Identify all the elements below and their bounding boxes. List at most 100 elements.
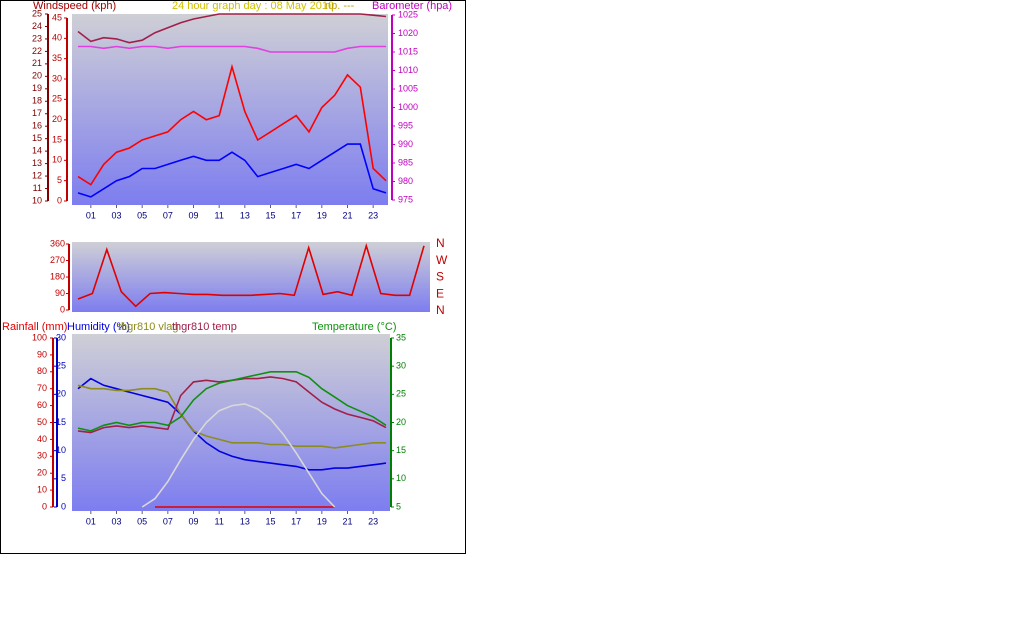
x-tick-label: 07: [163, 210, 173, 220]
y3-tick-label: 20: [56, 389, 66, 399]
y-tick-label: 80: [37, 366, 47, 376]
x-tick-label: 23: [368, 516, 378, 526]
y2-tick-label: 990: [398, 139, 413, 149]
x-tick-label: 21: [342, 516, 352, 526]
y2-tick-label: 5: [396, 501, 401, 511]
y2-tick-label: 985: [398, 157, 413, 167]
y-tick-label: 10: [52, 155, 62, 165]
x-tick-label: 17: [291, 516, 301, 526]
y2-tick-label: W: [436, 253, 448, 267]
y2-tick-label: 1000: [398, 102, 418, 112]
y2-tick-label: 975: [398, 194, 413, 204]
y3-tick-label: 25: [32, 8, 42, 18]
x-tick-label: 09: [188, 516, 198, 526]
y3-tick-label: 30: [56, 332, 66, 342]
series-line: [77, 242, 425, 308]
x-tick-label: 19: [317, 210, 327, 220]
y-tick-label: 40: [52, 33, 62, 43]
y-tick-label: 0: [60, 304, 65, 314]
x-tick-label: 01: [86, 210, 96, 220]
y-tick-label: 0: [42, 501, 47, 511]
y3-tick-label: 0: [61, 501, 66, 511]
series-line: [77, 384, 386, 449]
y-tick-label: 60: [37, 400, 47, 410]
y2-tick-label: 25: [396, 389, 406, 399]
y3-tick-label: 16: [32, 121, 42, 131]
y3-tick-label: 10: [56, 445, 66, 455]
legend-entry: Humidity (%): [67, 321, 130, 333]
x-tick-label: 05: [137, 210, 147, 220]
y-tick-label: 20: [37, 468, 47, 478]
legend-entry: Temperature (°C): [312, 321, 396, 333]
y3-tick-label: 13: [32, 158, 42, 168]
legend-entry: thgr810 temp: [172, 321, 237, 333]
axis-title: np. ---: [325, 0, 355, 12]
x-tick-label: 15: [265, 210, 275, 220]
series-line: [77, 371, 387, 432]
y3-tick-label: 15: [56, 417, 66, 427]
y2-tick-label: 980: [398, 176, 413, 186]
y-tick-label: 90: [55, 288, 65, 298]
y3-tick-label: 21: [32, 58, 42, 68]
y-tick-label: 15: [52, 134, 62, 144]
y-tick-label: 30: [37, 451, 47, 461]
axis-title: Windspeed (kph): [33, 0, 116, 12]
y-tick-label: 20: [52, 114, 62, 124]
x-tick-label: 21: [342, 210, 352, 220]
plot-area: [72, 14, 388, 205]
y-tick-label: 25: [52, 94, 62, 104]
y2-tick-label: 35: [396, 332, 406, 342]
y-tick-label: 35: [52, 53, 62, 63]
legend-entry: thgr810 vlag: [118, 321, 179, 333]
x-tick-label: 11: [214, 516, 223, 526]
x-tick-label: 03: [111, 516, 121, 526]
y3-tick-label: 17: [32, 108, 42, 118]
y-tick-label: 45: [52, 12, 62, 22]
y-tick-label: 180: [50, 271, 65, 281]
x-tick-label: 13: [240, 516, 250, 526]
x-tick-label: 01: [86, 516, 96, 526]
y-tick-label: 100: [32, 332, 47, 342]
y2-tick-label: 1015: [398, 46, 418, 56]
y3-tick-label: 11: [33, 183, 42, 193]
y-tick-label: 40: [37, 434, 47, 444]
y-tick-label: 5: [57, 175, 62, 185]
legend-entry: Rainfall (mm): [2, 321, 67, 333]
y2-tick-label: N: [436, 236, 445, 250]
plot-area: [72, 242, 430, 312]
y3-tick-label: 10: [32, 195, 42, 205]
y2-tick-label: 10: [396, 473, 406, 483]
y-tick-label: 30: [52, 73, 62, 83]
y2-tick-label: 20: [396, 417, 406, 427]
series-line: [77, 13, 387, 44]
y2-tick-label: N: [436, 303, 445, 317]
y3-tick-label: 14: [32, 146, 42, 156]
x-tick-label: 07: [163, 516, 173, 526]
y3-tick-label: 24: [32, 21, 42, 31]
x-tick-label: 11: [214, 210, 223, 220]
y-tick-label: 360: [50, 238, 65, 248]
y2-tick-label: 1005: [398, 83, 418, 93]
series-line: [77, 63, 387, 186]
series-line: [141, 403, 336, 508]
series-line: [77, 143, 387, 198]
y3-tick-label: 23: [32, 33, 42, 43]
y3-tick-label: 22: [32, 46, 42, 56]
x-tick-label: 15: [265, 516, 275, 526]
y3-tick-label: 19: [32, 83, 42, 93]
y-tick-label: 50: [37, 417, 47, 427]
x-tick-label: 19: [317, 516, 327, 526]
x-tick-label: 03: [111, 210, 121, 220]
y2-tick-label: 995: [398, 120, 413, 130]
y3-tick-label: 18: [32, 96, 42, 106]
x-tick-label: 05: [137, 516, 147, 526]
y3-tick-label: 20: [32, 71, 42, 81]
y-tick-label: 0: [57, 195, 62, 205]
y3-tick-label: 15: [32, 133, 42, 143]
plot-area: [72, 334, 390, 511]
y-tick-label: 90: [37, 349, 47, 359]
series-line: [78, 45, 386, 53]
chart-title: 24 hour graph day : 08 May 2010: [172, 0, 334, 12]
y3-tick-label: 12: [32, 170, 42, 180]
